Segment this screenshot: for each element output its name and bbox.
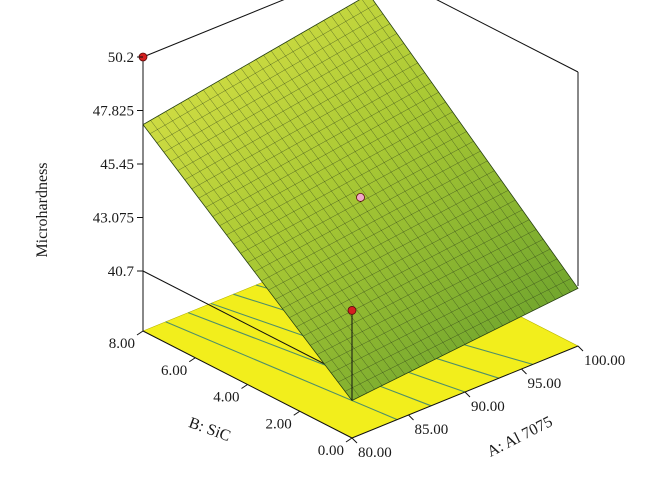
x-tick-label: 80.00 xyxy=(358,445,392,461)
y-axis-ticks: 0.00 2.00 4.00 6.00 8.00 xyxy=(109,330,353,459)
surface-mesh-line xyxy=(362,0,571,293)
y-tick-label: 8.00 xyxy=(109,336,135,352)
z-tick-label: 47.825 xyxy=(93,104,134,120)
y-tick-mark xyxy=(345,437,353,443)
surface-mesh-line xyxy=(372,0,579,289)
y-tick-label: 4.00 xyxy=(213,390,239,406)
y-tick-mark xyxy=(136,330,144,336)
design-point xyxy=(347,306,357,315)
surface-mesh-line xyxy=(142,0,360,125)
surface-mesh-line xyxy=(170,33,397,162)
x-tick-label: 85.00 xyxy=(415,422,449,438)
y-tick-label: 2.00 xyxy=(266,416,292,432)
x-tick-label: 90.00 xyxy=(471,399,505,415)
surface-mesh-line xyxy=(163,23,391,153)
frame-edge xyxy=(142,270,353,379)
x-tick-mark xyxy=(351,437,358,444)
x-tick-mark xyxy=(408,414,414,421)
design-point xyxy=(356,193,365,202)
y-tick-label: 6.00 xyxy=(161,363,187,379)
frame-edge xyxy=(436,0,579,73)
x-tick-label: 100.00 xyxy=(584,353,625,369)
z-tick-label: 45.45 xyxy=(100,157,134,173)
x-tick-mark xyxy=(464,391,471,398)
z-tick-label: 50.2 xyxy=(108,50,134,66)
floor-contour xyxy=(165,321,398,421)
floor-contour xyxy=(188,312,432,407)
surface-mesh-line xyxy=(338,11,549,304)
y-tick-mark xyxy=(241,384,248,389)
surface-mesh-line xyxy=(156,13,384,144)
x-axis-ticks: 80.00 85.00 90.00 95.00 100.00 xyxy=(351,345,625,461)
frame-edge xyxy=(142,0,285,58)
x-tick-mark xyxy=(521,368,527,375)
y-axis-title: B: SiC xyxy=(186,414,232,445)
z-tick-label: 43.075 xyxy=(93,211,134,227)
surface-mesh-line xyxy=(177,43,404,171)
surface-mesh-line xyxy=(149,3,377,134)
x-tick-label: 95.00 xyxy=(528,376,562,392)
z-tick-label: 40.7 xyxy=(108,264,135,280)
y-tick-mark xyxy=(188,357,196,363)
surface-mesh-line xyxy=(346,7,556,300)
x-tick-mark xyxy=(577,345,584,352)
z-axis-title: Microhardness xyxy=(34,162,51,257)
y-tick-mark xyxy=(293,410,301,416)
z-axis-ticks: 40.7 43.075 45.45 47.825 50.2 xyxy=(93,50,143,280)
surface-mesh-line xyxy=(353,2,564,296)
x-axis-title: A: Al 7075 xyxy=(484,413,555,460)
y-tick-label: 0.00 xyxy=(318,443,344,459)
